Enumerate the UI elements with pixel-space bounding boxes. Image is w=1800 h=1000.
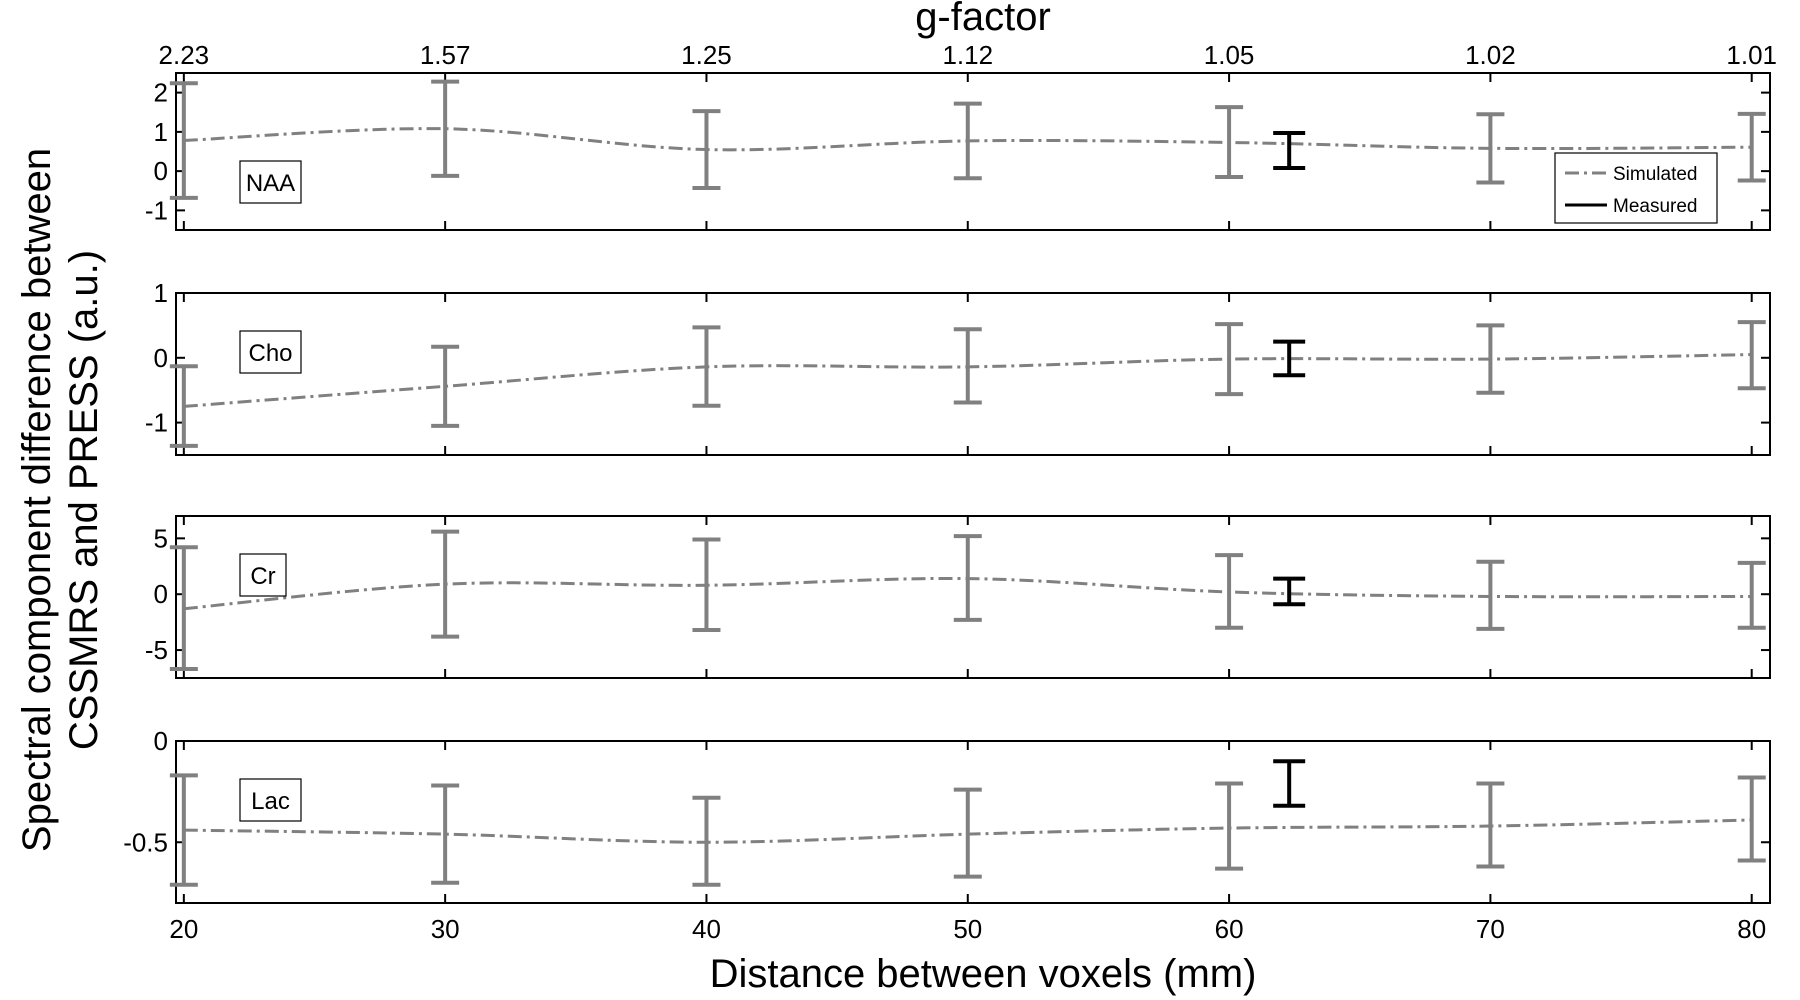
- simulated-error-bar: [1215, 781, 1244, 871]
- simulated-error-bar: [692, 537, 721, 632]
- bottom-axis-ticks: 20 30 40 50 60 70 80: [169, 914, 1766, 944]
- y-tick-label: 1: [154, 278, 168, 308]
- measured-error-bar: [1273, 339, 1306, 378]
- simulated-error-bar: [169, 81, 198, 200]
- measured-error-bar: [1273, 759, 1306, 808]
- simulated-error-bar: [431, 344, 460, 428]
- y-tick-label: 2: [154, 78, 168, 108]
- metabolite-label-text: NAA: [246, 170, 295, 197]
- metabolite-label: Cho: [239, 330, 302, 374]
- legend-entry-label: Measured: [1613, 196, 1698, 217]
- y-tick-label: -1: [145, 195, 168, 225]
- simulated-error-bar: [1476, 559, 1505, 631]
- top-axis-title: g-factor: [915, 0, 1051, 39]
- legend: Simulated Measured: [1554, 152, 1718, 224]
- simulated-error-bar: [1476, 323, 1505, 395]
- legend-entry-label: Simulated: [1613, 164, 1698, 185]
- top-axis-ticks: 2.23 1.57 1.25 1.12 1.05 1.02 1.01: [159, 40, 1777, 70]
- panel-naa: 2 1 0 -1 NAA: [145, 72, 1771, 231]
- y-tick-label: 0: [154, 726, 168, 756]
- x-tick-label: 20: [169, 914, 198, 944]
- panel-lac: 0 -0.5 Lac: [123, 726, 1771, 904]
- x-tick-label: 70: [1476, 914, 1505, 944]
- simulated-error-bar: [1476, 781, 1505, 869]
- top-tick-label: 1.02: [1465, 40, 1516, 70]
- panel-frame: [175, 740, 1771, 904]
- x-axis-title: Distance between voxels (mm): [710, 952, 1257, 996]
- y-tick-label: -0.5: [123, 827, 168, 857]
- simulated-error-bar: [169, 545, 198, 672]
- x-tick-label: 80: [1737, 914, 1766, 944]
- simulated-error-bar: [1215, 553, 1244, 630]
- simulated-error-bar: [953, 101, 982, 181]
- metabolite-label: Lac: [239, 778, 302, 822]
- panel-frame: [175, 292, 1771, 456]
- x-tick-label: 50: [953, 914, 982, 944]
- simulated-error-bar: [1737, 111, 1766, 183]
- simulated-error-bar: [692, 795, 721, 887]
- measured-error-bar: [1273, 131, 1306, 170]
- measured-error-bar: [1273, 576, 1306, 607]
- y-tick-label: -1: [145, 408, 168, 438]
- simulated-error-bar: [953, 534, 982, 622]
- panel-cr: 5 0 -5 Cr: [145, 515, 1771, 679]
- simulated-error-bar: [431, 79, 460, 178]
- x-tick-label: 40: [692, 914, 721, 944]
- y-tick-label: 0: [154, 156, 168, 186]
- top-tick-label: 1.01: [1726, 40, 1777, 70]
- simulated-error-bar: [1737, 560, 1766, 630]
- simulated-error-bar: [1737, 320, 1766, 391]
- legend-box: [1554, 152, 1718, 224]
- y-tick-label: -5: [145, 635, 168, 665]
- top-tick-label: 1.57: [420, 40, 471, 70]
- top-tick-label: 1.05: [1204, 40, 1255, 70]
- top-tick-label: 1.12: [942, 40, 993, 70]
- metabolite-label-text: Cr: [250, 563, 275, 590]
- simulated-error-bar: [692, 325, 721, 408]
- simulated-error-bar: [169, 773, 198, 887]
- y-axis-title: Spectral component difference between CS…: [15, 148, 106, 852]
- simulated-error-bar: [953, 327, 982, 405]
- simulated-error-bar: [1476, 112, 1505, 185]
- metabolite-label: Cr: [239, 553, 287, 597]
- simulated-error-bar: [1215, 105, 1244, 180]
- metabolite-label-text: Cho: [248, 340, 292, 367]
- x-tick-label: 30: [431, 914, 460, 944]
- simulated-error-bar: [692, 109, 721, 191]
- simulated-error-bar: [1737, 775, 1766, 863]
- simulated-error-bar: [953, 787, 982, 879]
- metabolite-label-text: Lac: [251, 788, 290, 815]
- panel-frame: [175, 515, 1771, 679]
- simulated-error-bar: [169, 364, 198, 448]
- y-axis-title-line-1: Spectral component difference between: [15, 148, 59, 852]
- top-tick-label: 2.23: [159, 40, 210, 70]
- x-tick-label: 60: [1215, 914, 1244, 944]
- y-tick-label: 1: [154, 117, 168, 147]
- y-axis-title-line-2: CSSMRS and PRESS (a.u.): [62, 250, 106, 750]
- simulated-error-bar: [431, 783, 460, 885]
- metabolite-label: NAA: [239, 160, 302, 204]
- y-tick-label: 0: [154, 579, 168, 609]
- y-tick-label: 0: [154, 343, 168, 373]
- simulated-error-bar: [1215, 322, 1244, 397]
- top-tick-label: 1.25: [681, 40, 732, 70]
- panel-cho: 1 0 -1 Cho: [145, 278, 1771, 456]
- panel-frame: [175, 72, 1771, 231]
- y-tick-label: 5: [154, 523, 168, 553]
- simulated-error-bar: [431, 529, 460, 639]
- panels: 2 1 0 -1 NAA 1 0 -1 Cho 5 0 -5 Cr 0 -0.5 Lac: [123, 72, 1771, 904]
